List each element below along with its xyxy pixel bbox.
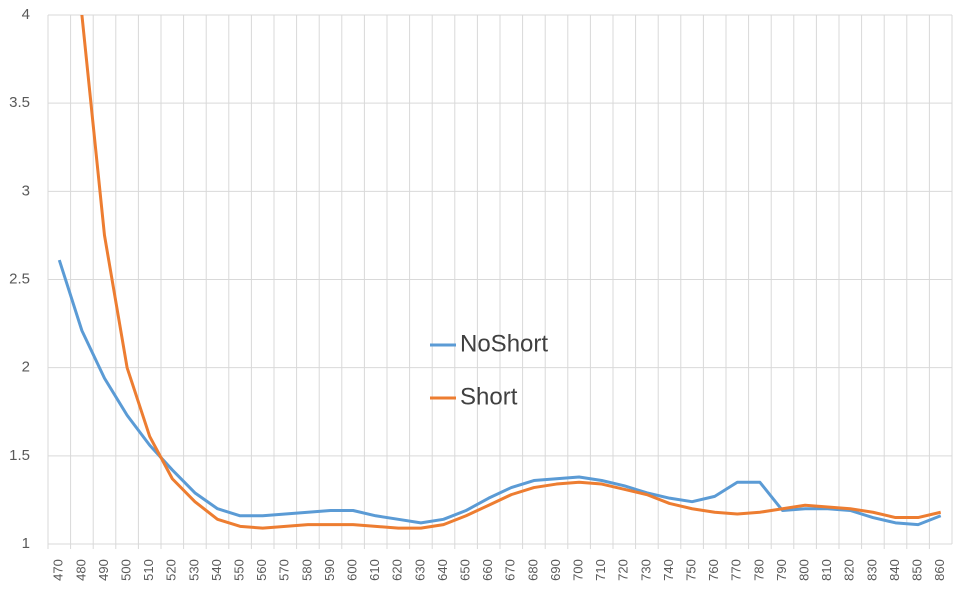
x-tick-label: 480 [73, 559, 88, 581]
x-tick-label: 760 [706, 559, 721, 581]
legend-label: NoShort [460, 330, 548, 357]
x-tick-label: 610 [367, 559, 382, 581]
y-tick-label: 2 [22, 359, 30, 376]
x-tick-label: 710 [593, 559, 608, 581]
y-tick-label: 3.5 [9, 94, 30, 111]
x-tick-label: 650 [458, 559, 473, 581]
x-tick-label: 530 [186, 559, 201, 581]
x-tick-label: 470 [51, 559, 66, 581]
y-tick-label: 4 [22, 6, 30, 23]
x-tick-label: 500 [119, 559, 134, 581]
x-tick-label: 640 [435, 559, 450, 581]
y-tick-label: 2.5 [9, 270, 30, 287]
x-tick-label: 800 [797, 559, 812, 581]
y-tick-label: 3 [22, 182, 30, 199]
x-tick-label: 510 [141, 559, 156, 581]
x-tick-label: 860 [932, 559, 947, 581]
x-tick-label: 540 [209, 559, 224, 581]
x-tick-label: 750 [684, 559, 699, 581]
x-tick-label: 590 [322, 559, 337, 581]
x-tick-label: 790 [774, 559, 789, 581]
x-tick-label: 780 [751, 559, 766, 581]
x-tick-label: 520 [164, 559, 179, 581]
x-tick-label: 620 [390, 559, 405, 581]
x-tick-label: 820 [842, 559, 857, 581]
x-tick-label: 740 [661, 559, 676, 581]
x-tick-label: 630 [412, 559, 427, 581]
x-tick-label: 570 [277, 559, 292, 581]
x-tick-label: 830 [864, 559, 879, 581]
x-tick-label: 690 [548, 559, 563, 581]
y-tick-label: 1 [22, 535, 30, 552]
x-tick-label: 730 [638, 559, 653, 581]
x-tick-label: 560 [254, 559, 269, 581]
x-tick-label: 700 [571, 559, 586, 581]
x-tick-label: 770 [729, 559, 744, 581]
x-tick-label: 810 [819, 559, 834, 581]
x-tick-label: 680 [525, 559, 540, 581]
x-tick-label: 580 [299, 559, 314, 581]
lines [57, 15, 942, 530]
series-line [80, 15, 942, 530]
x-tick-label: 840 [887, 559, 902, 581]
series-line [57, 259, 942, 527]
x-tick-label: 550 [232, 559, 247, 581]
x-tick-label: 660 [480, 559, 495, 581]
x-tick-label: 850 [910, 559, 925, 581]
grid [47, 14, 953, 549]
x-tick-label: 490 [96, 559, 111, 581]
legend-label: Short [460, 383, 518, 410]
x-tick-label: 600 [345, 559, 360, 581]
x-tick-label: 720 [616, 559, 631, 581]
y-tick-label: 1.5 [9, 447, 30, 464]
x-tick-label: 670 [503, 559, 518, 581]
